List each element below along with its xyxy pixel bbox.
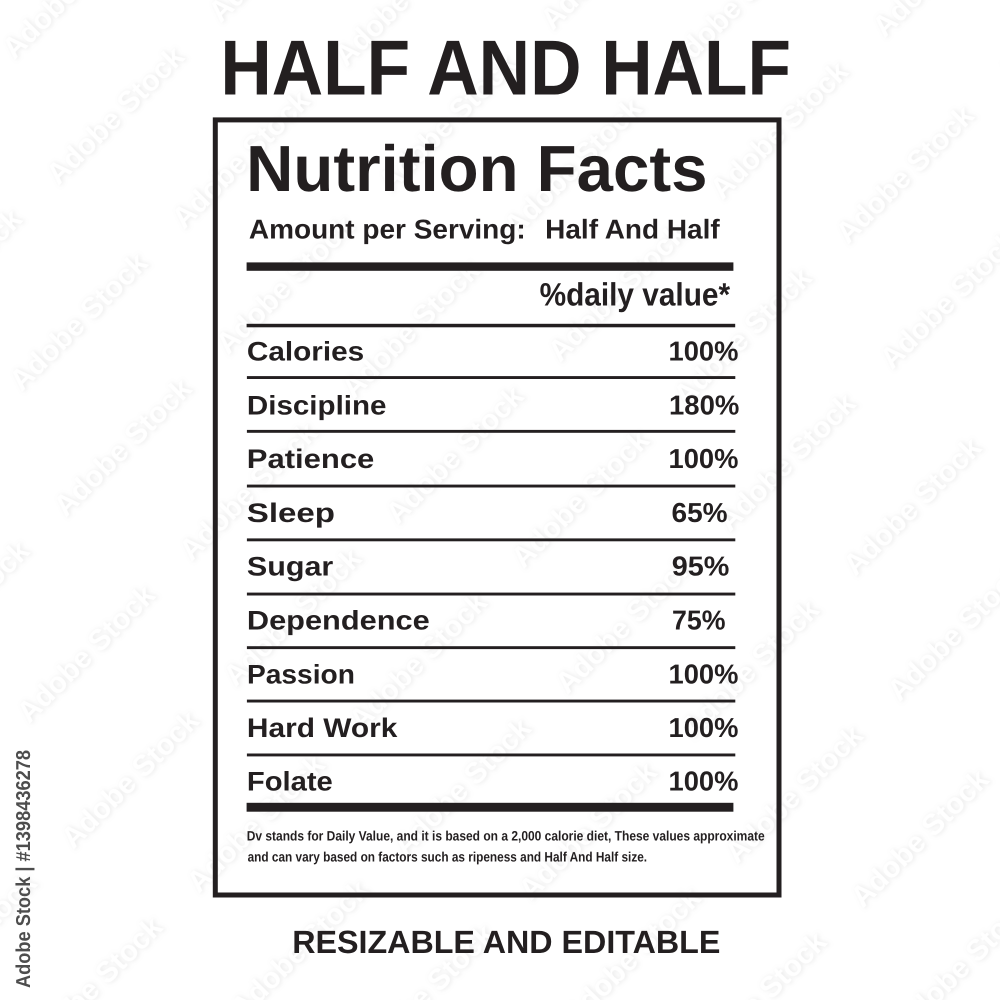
svg-text:Adobe Stock | #1398436278: Adobe Stock | #1398436278 (13, 750, 35, 988)
svg-text:Discipline: Discipline (247, 390, 387, 420)
svg-text:Hard Work: Hard Work (247, 713, 398, 743)
svg-text:100%: 100% (669, 712, 739, 743)
svg-text:65%: 65% (672, 497, 728, 528)
svg-text:Calories: Calories (247, 337, 364, 367)
svg-text:Sleep: Sleep (247, 498, 335, 528)
svg-text:180%: 180% (669, 389, 739, 420)
svg-text:75%: 75% (672, 605, 726, 636)
svg-text:100%: 100% (669, 766, 739, 797)
svg-text:Nutrition Facts: Nutrition Facts (246, 132, 707, 205)
svg-text:100%: 100% (669, 336, 739, 367)
svg-text:Dv stands for Daily Value, and: Dv stands for Daily Value, and it is bas… (247, 829, 765, 844)
svg-text:%daily value*: %daily value* (540, 277, 731, 313)
svg-text:Patience: Patience (247, 444, 375, 474)
svg-text:RESIZABLE AND EDITABLE: RESIZABLE AND EDITABLE (292, 924, 720, 960)
svg-text:95%: 95% (672, 551, 730, 582)
svg-text:Passion: Passion (247, 659, 355, 689)
svg-text:100%: 100% (669, 658, 739, 689)
svg-text:Amount per Serving:: Amount per Serving: (249, 214, 526, 245)
svg-text:Folate: Folate (247, 767, 333, 797)
svg-text:Sugar: Sugar (247, 552, 334, 582)
svg-text:HALF AND HALF: HALF AND HALF (220, 23, 791, 111)
svg-text:Dependence: Dependence (247, 606, 430, 636)
svg-text:100%: 100% (669, 443, 739, 474)
svg-text:Half And Half: Half And Half (545, 214, 720, 245)
svg-text:and can vary based on factors: and can vary based on factors such as ri… (248, 849, 647, 864)
